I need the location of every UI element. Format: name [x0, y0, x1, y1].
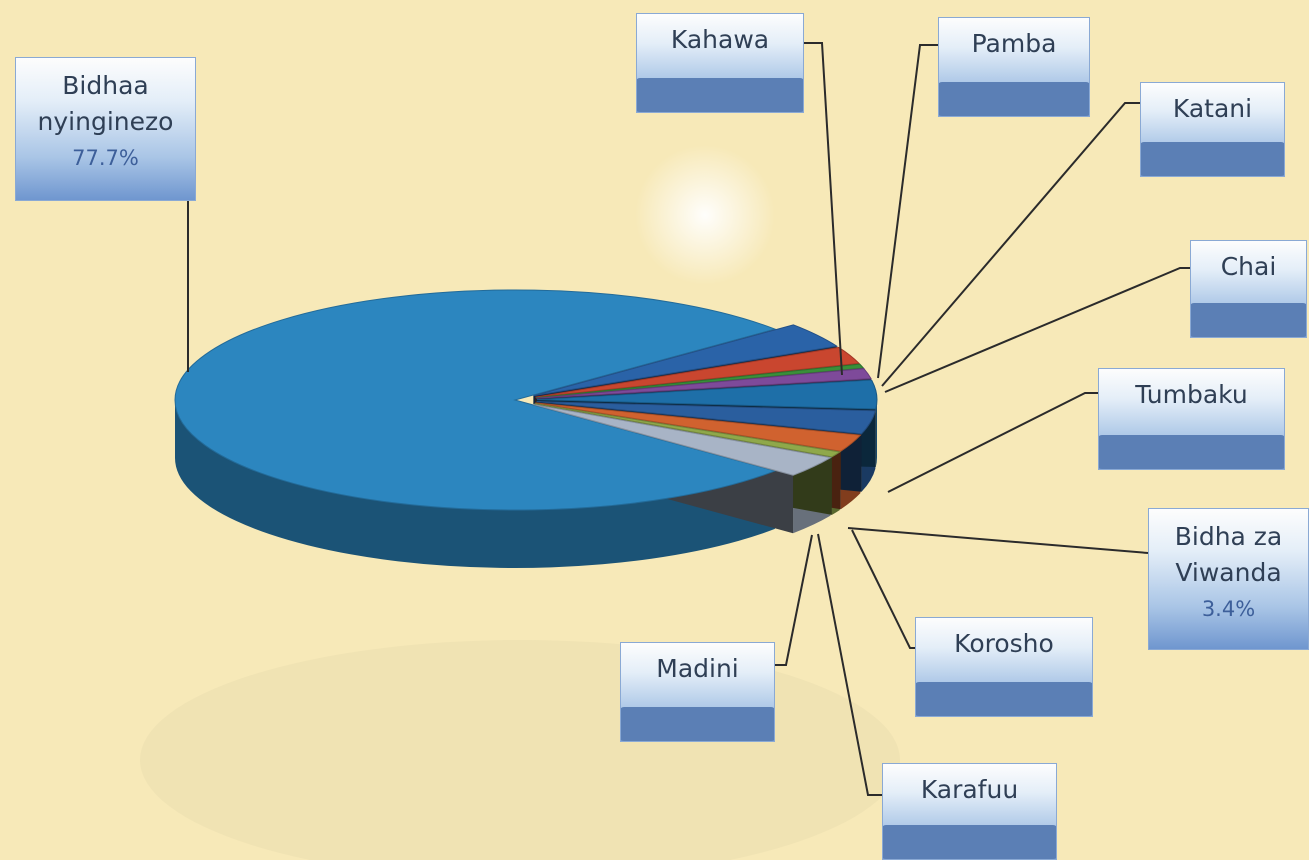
slice-label: Chai	[1220, 252, 1277, 281]
leader-line-kahawa	[804, 42, 843, 376]
slice-label: Karafuu	[920, 775, 1019, 804]
slice-value-label: 77.7%	[72, 146, 139, 170]
light-glow	[635, 145, 775, 285]
slice-karafuu	[534, 403, 842, 458]
redaction-block	[637, 78, 803, 112]
slice-katani	[536, 363, 865, 399]
slice-madini	[532, 403, 832, 476]
data-label-katani: Katani0.6%	[1140, 82, 1285, 177]
redaction-block	[883, 825, 1056, 859]
slice-tumbaku	[536, 379, 878, 410]
leader-line-pamba	[877, 44, 938, 379]
data-label-kahawa: Kahawa3.7%	[636, 13, 804, 113]
data-label-karafuu: Karafuu	[882, 763, 1057, 860]
slice-value-label: 3.4%	[1201, 597, 1256, 621]
leader-line-korosho	[851, 529, 915, 649]
leader-line-karafuu	[817, 533, 882, 796]
leader-line-katani	[881, 102, 1140, 387]
leader-line-bidha-za-viwanda	[847, 527, 1149, 554]
leader-lines	[187, 42, 1190, 796]
slice-label: Katani	[1172, 94, 1253, 123]
redaction-block	[1141, 142, 1284, 176]
pie-tops	[174, 289, 878, 511]
slice-bidhaa-nyinginezo	[174, 289, 777, 511]
slice-korosho	[535, 402, 862, 452]
redaction-block	[1099, 435, 1284, 469]
slice-label: Tumbaku	[1135, 380, 1248, 409]
redaction-block	[939, 82, 1089, 116]
slice-side-bidhaa-nyinginezo	[175, 400, 775, 568]
slice-pamba	[535, 346, 861, 398]
slice-kahawa	[533, 324, 839, 397]
data-label-tumbaku: Tumbaku	[1098, 368, 1285, 470]
data-label-chai: Chai1.5%	[1190, 240, 1307, 338]
redaction-block	[916, 682, 1092, 716]
data-label-bidhaa-nyinginezo: Bidhaa nyinginezo 77.7%	[15, 57, 196, 201]
slice-label: Madini	[656, 654, 739, 683]
slice-bidha-za-viwanda	[536, 400, 877, 435]
slice-side-tumbaku	[875, 399, 877, 467]
leader-line-chai	[884, 267, 1190, 393]
leader-line-tumbaku	[887, 392, 1098, 493]
slice-chai	[536, 368, 872, 399]
data-label-pamba: Pamba	[938, 17, 1090, 117]
data-label-madini: Madini	[620, 642, 775, 742]
slice-label: Kahawa	[670, 25, 770, 54]
redaction-block	[1191, 303, 1306, 337]
slice-label: Korosho	[954, 629, 1054, 658]
data-label-korosho: Korosho	[915, 617, 1093, 717]
leader-line-madini	[775, 534, 813, 666]
redaction-block	[621, 707, 774, 741]
data-label-bidha-za-viwanda: Bidha za Viwanda 3.4%	[1148, 508, 1309, 650]
slice-label: Bidhaa nyinginezo	[37, 71, 174, 136]
slice-label: Pamba	[971, 29, 1057, 58]
slice-label: Bidha za Viwanda	[1174, 522, 1283, 587]
